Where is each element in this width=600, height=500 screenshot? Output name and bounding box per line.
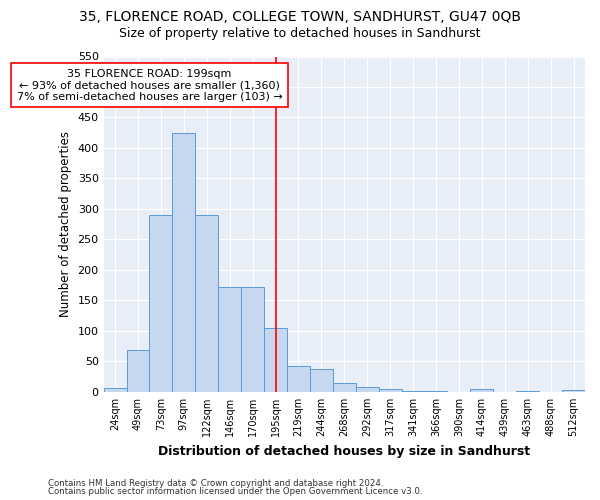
Bar [104, 388, 127, 392]
Bar [470, 390, 493, 392]
Text: Contains HM Land Registry data © Crown copyright and database right 2024.: Contains HM Land Registry data © Crown c… [48, 478, 383, 488]
Bar [333, 383, 356, 392]
Bar [127, 350, 149, 392]
Bar [218, 287, 241, 392]
Bar [195, 215, 218, 392]
Bar [264, 328, 287, 392]
Bar [241, 287, 264, 392]
Bar [356, 387, 379, 392]
Bar [379, 389, 401, 392]
Bar [287, 366, 310, 392]
Bar [310, 370, 333, 392]
Text: 35, FLORENCE ROAD, COLLEGE TOWN, SANDHURST, GU47 0QB: 35, FLORENCE ROAD, COLLEGE TOWN, SANDHUR… [79, 10, 521, 24]
Bar [562, 390, 585, 392]
Text: 35 FLORENCE ROAD: 199sqm
← 93% of detached houses are smaller (1,360)
7% of semi: 35 FLORENCE ROAD: 199sqm ← 93% of detach… [17, 68, 283, 102]
Y-axis label: Number of detached properties: Number of detached properties [59, 131, 72, 317]
X-axis label: Distribution of detached houses by size in Sandhurst: Distribution of detached houses by size … [158, 444, 530, 458]
Bar [172, 132, 195, 392]
Bar [149, 215, 172, 392]
Text: Contains public sector information licensed under the Open Government Licence v3: Contains public sector information licen… [48, 487, 422, 496]
Text: Size of property relative to detached houses in Sandhurst: Size of property relative to detached ho… [119, 28, 481, 40]
Bar [401, 390, 425, 392]
